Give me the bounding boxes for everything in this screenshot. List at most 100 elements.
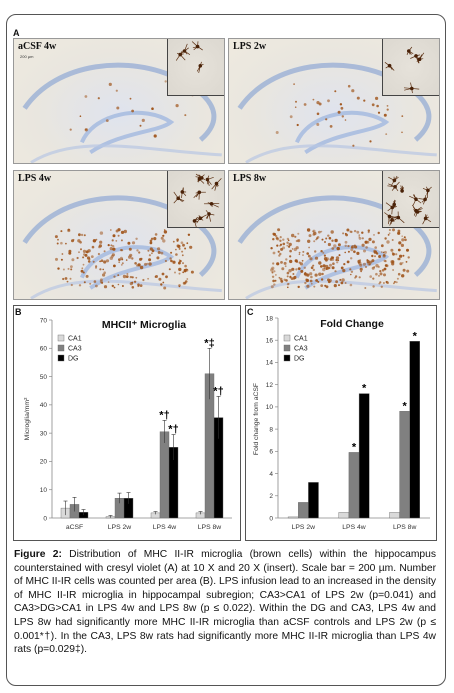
microglia-cell <box>406 248 409 252</box>
microglia-cell <box>362 262 366 266</box>
microglia-cell <box>153 237 157 241</box>
significance-mark: * <box>352 441 357 453</box>
microglia-cell <box>272 251 276 255</box>
microglia-cell <box>361 231 364 234</box>
microglia-cell <box>79 115 82 117</box>
micrograph-inset <box>167 171 224 228</box>
microglia-cell <box>184 264 187 268</box>
micrograph-inset <box>382 39 439 96</box>
microglia-cell <box>283 261 287 265</box>
microglia-cell <box>311 283 313 285</box>
microglia-cell <box>82 271 85 274</box>
significance-mark: *† <box>213 385 223 397</box>
microglia-cell <box>177 244 181 248</box>
microglia-cell <box>178 267 182 272</box>
bar-ca1 <box>287 516 299 519</box>
microglia-cell <box>287 286 289 289</box>
microglia-cell <box>382 254 386 257</box>
microglia-cell <box>83 234 86 237</box>
microglia-cell <box>328 236 332 240</box>
micrograph-label: aCSF 4w <box>18 41 57 52</box>
microglia-cell <box>367 229 370 232</box>
microglia-cell <box>352 144 355 147</box>
bar-ca3 <box>159 431 170 519</box>
microglia-cell <box>312 98 315 101</box>
microglia-cell <box>318 261 322 265</box>
microglia-cell <box>353 229 357 233</box>
legend-label: CA3 <box>68 346 82 353</box>
cell-body <box>414 54 418 58</box>
microglia-cell <box>181 250 184 253</box>
microglia-cell <box>298 253 301 256</box>
inset-microglia-cell <box>211 178 222 191</box>
microglia-cell <box>178 284 181 287</box>
microglia-cell <box>139 257 142 261</box>
microglia-cell <box>139 284 143 287</box>
microglia-cell <box>116 106 120 110</box>
microglia-cell <box>278 276 281 279</box>
microglia-cell <box>322 264 326 268</box>
microglia-cell <box>84 253 88 257</box>
microglia-cell <box>131 286 135 289</box>
microglia-cell <box>102 268 104 271</box>
microglia-cell <box>60 258 63 261</box>
inset-microglia-cell <box>203 202 220 208</box>
microglia-cell <box>340 106 344 110</box>
microglia-cell <box>289 259 293 264</box>
lower-layer <box>30 144 222 163</box>
microglia-cell <box>369 275 372 278</box>
microglia-cell <box>295 239 298 243</box>
microglia-cell <box>374 246 377 249</box>
microglia-cell <box>310 275 313 279</box>
microglia-cell <box>318 272 322 276</box>
microglia-cell <box>97 97 100 100</box>
microglia-cell <box>115 89 118 92</box>
microglia-cell <box>182 243 185 247</box>
microglia-cell <box>347 250 350 253</box>
microglia-cell <box>78 284 82 287</box>
microglia-cell <box>294 106 297 108</box>
microglia-cell <box>302 250 305 253</box>
microglia-cell <box>364 240 368 244</box>
chart-c: Fold Change Fold change from aCSF 0 2 4 6 8 10 1… <box>253 315 430 531</box>
microglia-cell <box>286 237 290 241</box>
chart-title: MHCII⁺ Microglia <box>102 319 186 331</box>
microglia-cell <box>314 250 317 253</box>
dentate-gyrus-layer <box>294 110 390 155</box>
microglia-cell <box>117 234 120 237</box>
microglia-cell <box>393 280 396 283</box>
microglia-cell <box>395 281 398 284</box>
legend-swatch-ca3 <box>283 344 291 352</box>
microglia-cell <box>386 240 390 244</box>
microglia-cell <box>391 239 394 241</box>
microglia-cell <box>400 243 404 247</box>
cell-body <box>209 202 214 206</box>
microglia-cell <box>353 250 356 254</box>
microglia-cell <box>377 111 381 114</box>
microglia-cell <box>275 131 279 134</box>
y-tick-label: 10 <box>40 487 48 494</box>
microglia-cell <box>363 249 366 253</box>
microglia-cell <box>313 285 316 288</box>
microglia-cell <box>379 270 382 273</box>
microglia-cell <box>149 247 153 251</box>
microglia-cell <box>392 228 395 232</box>
y-tick-label: 16 <box>266 338 274 345</box>
microglia-cell <box>312 230 314 233</box>
microglia-cell <box>160 236 164 240</box>
microglia-cell <box>280 261 283 264</box>
microglia-cell <box>187 233 191 236</box>
microglia-cell <box>310 266 314 269</box>
microglia-cell <box>182 271 185 274</box>
inset-microglia-cell <box>422 186 432 198</box>
microglia-cell <box>78 251 80 254</box>
microglia-cell <box>303 272 307 276</box>
microglia-cell <box>79 241 82 244</box>
microglia-cell <box>181 254 184 257</box>
microglia-cell <box>386 105 389 107</box>
microglia-cell <box>354 276 357 279</box>
microglia-cell <box>399 262 403 266</box>
microglia-cell <box>368 237 372 241</box>
inset-microglia-cell <box>173 191 185 204</box>
microglia-cell <box>95 265 98 268</box>
